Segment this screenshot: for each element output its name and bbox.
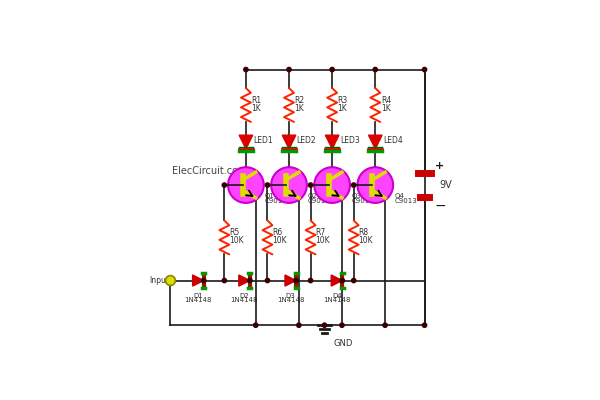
Text: 10K: 10K [315,236,330,245]
Circle shape [340,278,344,283]
Text: 9V: 9V [439,180,452,190]
Circle shape [248,278,252,283]
Text: 1N4148: 1N4148 [184,298,212,304]
Text: R8: R8 [358,228,368,237]
Text: C9013: C9013 [351,198,374,204]
Text: GND: GND [334,339,353,348]
Text: C9013: C9013 [308,198,331,204]
Circle shape [308,183,313,187]
Text: 1K: 1K [338,104,347,112]
Text: 10K: 10K [272,236,287,245]
Polygon shape [239,135,253,149]
Ellipse shape [314,167,350,203]
Ellipse shape [228,167,264,203]
Text: D3: D3 [286,293,295,299]
Circle shape [422,323,427,327]
Text: 1N4148: 1N4148 [323,298,350,304]
Circle shape [287,68,291,72]
Circle shape [340,323,344,327]
Text: LED3: LED3 [340,136,359,145]
Circle shape [265,278,269,283]
Circle shape [265,183,269,187]
Circle shape [330,68,334,72]
Text: Q3: Q3 [351,193,361,199]
Text: −: − [434,199,446,213]
Text: R3: R3 [338,96,348,105]
Circle shape [222,183,226,187]
Text: Q4: Q4 [394,193,404,199]
Text: R7: R7 [315,228,325,237]
Text: LED1: LED1 [254,136,273,145]
Text: 10K: 10K [358,236,373,245]
Circle shape [244,68,248,72]
Text: LED2: LED2 [297,136,316,145]
Text: R2: R2 [295,96,305,105]
Text: R6: R6 [272,228,283,237]
Polygon shape [239,275,250,286]
Text: R5: R5 [229,228,239,237]
Text: ElecCircuit.com: ElecCircuit.com [172,166,247,176]
Text: Input: Input [149,276,169,285]
Circle shape [296,323,301,327]
Circle shape [254,323,258,327]
Text: Q1: Q1 [265,193,275,199]
Circle shape [166,276,175,286]
Text: D1: D1 [193,293,203,299]
Circle shape [222,278,226,283]
Text: 1K: 1K [381,104,391,112]
Circle shape [294,278,298,283]
Polygon shape [282,135,296,149]
Text: LED4: LED4 [383,136,403,145]
Polygon shape [285,275,296,286]
Ellipse shape [271,167,307,203]
Text: 1N4148: 1N4148 [230,298,258,304]
Text: R1: R1 [251,96,262,105]
Circle shape [202,278,206,283]
Circle shape [352,183,356,187]
Text: +: + [434,161,443,171]
Polygon shape [193,275,204,286]
Ellipse shape [358,167,393,203]
Text: 10K: 10K [229,236,244,245]
Polygon shape [368,135,382,149]
Text: 1N4148: 1N4148 [277,298,304,304]
Text: Q2: Q2 [308,193,318,199]
Circle shape [373,68,377,72]
Text: C9013: C9013 [265,198,288,204]
Circle shape [383,323,387,327]
Text: C9013: C9013 [394,198,417,204]
Circle shape [422,68,427,72]
Polygon shape [331,275,343,286]
Text: 1K: 1K [251,104,261,112]
Circle shape [352,278,356,283]
Text: R4: R4 [381,96,391,105]
Circle shape [322,323,326,327]
Text: D2: D2 [239,293,249,299]
Text: D4: D4 [332,293,341,299]
Text: 1K: 1K [295,104,304,112]
Polygon shape [325,135,339,149]
Circle shape [308,278,313,283]
